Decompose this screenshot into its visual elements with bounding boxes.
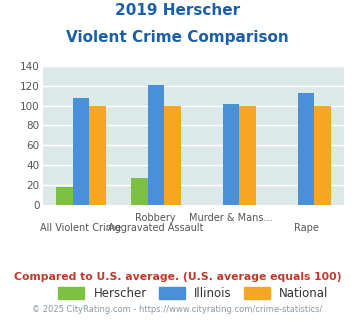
Bar: [56, 187, 73, 205]
Legend: Herscher, Illinois, National: Herscher, Illinois, National: [54, 282, 333, 305]
Text: Violent Crime Comparison: Violent Crime Comparison: [66, 30, 289, 45]
Text: Compared to U.S. average. (U.S. average equals 100): Compared to U.S. average. (U.S. average …: [14, 272, 341, 282]
Bar: [314, 106, 331, 205]
Bar: [164, 106, 181, 205]
Bar: [89, 106, 106, 205]
Bar: [131, 178, 148, 205]
Text: Rape: Rape: [294, 223, 319, 233]
Text: Robbery: Robbery: [136, 213, 176, 223]
Bar: [148, 85, 164, 205]
Text: All Violent Crime: All Violent Crime: [40, 223, 121, 233]
Text: Aggravated Assault: Aggravated Assault: [108, 223, 203, 233]
Bar: [223, 104, 239, 205]
Text: © 2025 CityRating.com - https://www.cityrating.com/crime-statistics/: © 2025 CityRating.com - https://www.city…: [32, 305, 323, 314]
Text: Murder & Mans...: Murder & Mans...: [190, 213, 273, 223]
Text: 2019 Herscher: 2019 Herscher: [115, 3, 240, 18]
Bar: [239, 106, 256, 205]
Bar: [297, 93, 314, 205]
Bar: [73, 98, 89, 205]
